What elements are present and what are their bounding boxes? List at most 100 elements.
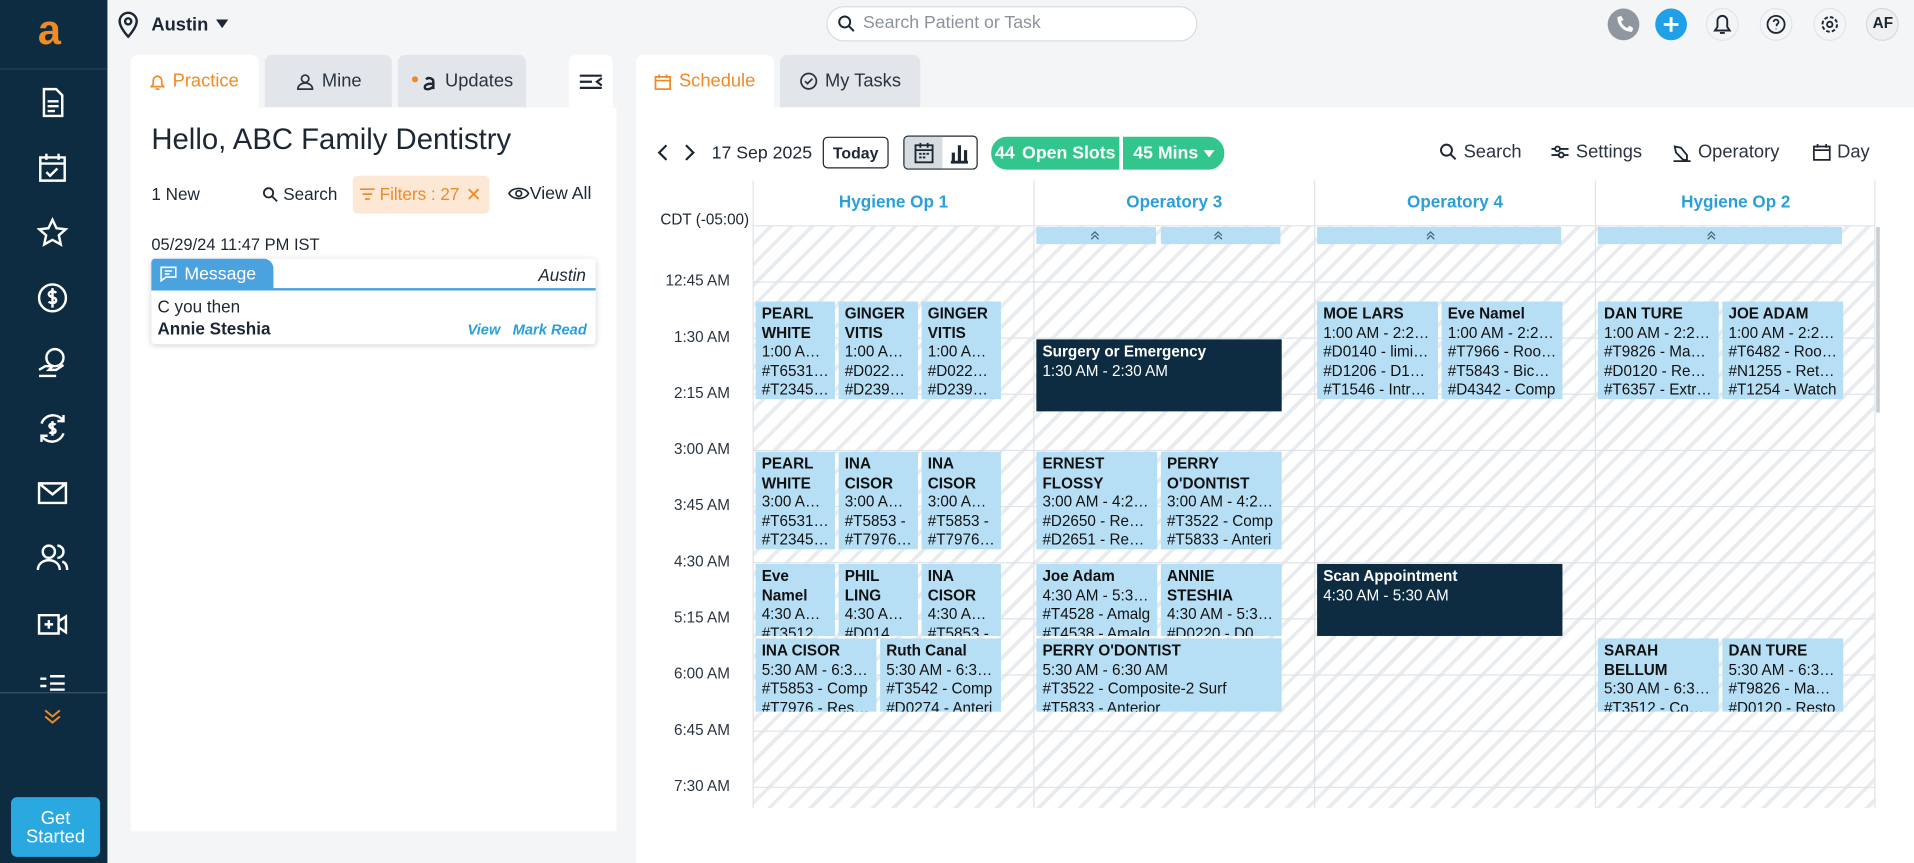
notification-card[interactable]: Message Austin C you then Annie Steshia … [151, 258, 596, 345]
patient-name: INA CISOR [761, 642, 840, 660]
view-link[interactable]: View [467, 321, 501, 339]
tab-label: Practice [172, 70, 239, 92]
procedure: #D0220 - ... [844, 362, 912, 380]
column-header: Operatory 4 [1407, 191, 1503, 212]
view-toggle[interactable] [903, 135, 978, 170]
column-header: Hygiene Op 1 [838, 191, 949, 212]
avatar[interactable]: AF [1872, 14, 1894, 32]
card-divider [151, 288, 596, 291]
time-label: 1:30 AM [673, 328, 730, 346]
nav-icon[interactable] [35, 669, 69, 691]
nav-icon[interactable] [35, 345, 69, 379]
schedule-search[interactable]: Search [1439, 142, 1522, 162]
procedure: #T7966 - Root C [1447, 343, 1557, 361]
logo[interactable]: a [37, 7, 61, 54]
patient-name[interactable]: Annie Steshia [157, 318, 271, 339]
schedule-settings[interactable]: Settings [1550, 142, 1642, 162]
current-date: 17 Sep 2025 [711, 144, 813, 164]
nav-icon[interactable] [35, 281, 69, 315]
sidebar: a Get Started [0, 0, 108, 863]
appointment-time: 1:30 AM - 2:30 AM [1042, 361, 1168, 380]
appointment-time: 3:00 AM - 4:20 AM [844, 493, 912, 511]
schedule-day-view[interactable]: Day [1813, 142, 1870, 162]
nav-icon[interactable] [35, 607, 69, 641]
notification-timestamp: 05/29/24 11:47 PM IST [151, 235, 320, 254]
new-count: 1 New [151, 184, 200, 204]
tab-mine[interactable]: Mine [264, 54, 392, 108]
nav-icon[interactable] [35, 411, 69, 445]
filters-chip[interactable]: Filters : 27 [352, 175, 490, 214]
nav-icon[interactable] [35, 85, 69, 119]
slot-length-dropdown[interactable]: 45 Mins [1123, 136, 1225, 170]
appointment-time: 1:00 AM - 2:20 AM [1323, 324, 1432, 342]
view-all-button[interactable]: View All [529, 184, 592, 204]
procedure: #D2393 - ... [844, 381, 912, 399]
mark-read-link[interactable]: Mark Read [512, 321, 587, 339]
procedure: #D0220 - D0220 [1166, 624, 1276, 637]
patient-name: ERNEST FLOSSY [1042, 455, 1105, 492]
appointment-time: 4:30 AM - 5:30 AM [1042, 586, 1151, 604]
procedure: #T6482 - Root C [1728, 343, 1838, 361]
caret[interactable] [216, 19, 229, 29]
procedure: #T3512 - Compo [1603, 699, 1713, 712]
today-button[interactable]: Today [822, 136, 889, 169]
nav-icon[interactable] [35, 541, 69, 575]
procedure: #T6531 - F [761, 362, 829, 380]
search-button[interactable]: Search [283, 184, 338, 204]
nav-icon[interactable] [35, 216, 69, 250]
search-box[interactable]: Search Patient or Task [826, 6, 1198, 42]
tab-my-tasks[interactable]: My Tasks [780, 54, 921, 108]
appointment-time: 4:30 AM - 5:30 AM [761, 605, 829, 623]
schedule-operatory[interactable]: Operatory [1672, 142, 1779, 162]
date-nav[interactable] [655, 143, 697, 163]
collapse-button[interactable] [568, 54, 613, 108]
appointment-time: 1:00 AM - 2:20 AM [761, 343, 829, 361]
type-label: Message [184, 264, 257, 285]
appointment[interactable]: Scan Appointment 4:30 AM - 5:30 AM [1317, 563, 1563, 637]
expand-icon[interactable] [43, 708, 63, 725]
clear-filters[interactable] [468, 188, 480, 200]
appointment-time: 3:00 AM - 4:20 AM [1042, 493, 1151, 511]
header-actions[interactable] [1607, 7, 1901, 41]
appointment-time: 5:30 AM - 6:30 AM [1728, 661, 1837, 679]
open-slots-badge[interactable]: 44 Open Slots [991, 136, 1120, 170]
procedure: #T7976 - I [844, 530, 912, 549]
message-icon [160, 266, 177, 282]
appointment[interactable]: PERRY O'DONTIST 5:30 AM - 6:30 AM #T3522 -… [1036, 638, 1282, 712]
patient-name: Joe Adam [1042, 567, 1115, 585]
patient-name: PERRY O'DONTIST [1166, 455, 1250, 492]
get-started-button[interactable]: Get Started [10, 797, 101, 857]
patient-name: MOE LARS [1323, 305, 1404, 323]
appointment-time: 1:00 AM - 2:20 AM [927, 343, 995, 361]
tab-schedule[interactable]: Schedule [635, 54, 774, 108]
nav-icon[interactable] [35, 476, 69, 510]
appointment[interactable]: Surgery or Emergency 1:30 AM - 2:30 AM [1036, 339, 1282, 412]
appointment-time: 4:30 AM - 5:30 AM [1166, 605, 1276, 623]
tab-updates[interactable]: Updates [397, 54, 527, 108]
tab-practice[interactable]: Practice [130, 54, 259, 108]
location-selector[interactable]: Austin [151, 14, 209, 36]
procedure: #T6531 - F [761, 512, 829, 530]
nav-icon[interactable] [35, 150, 69, 184]
